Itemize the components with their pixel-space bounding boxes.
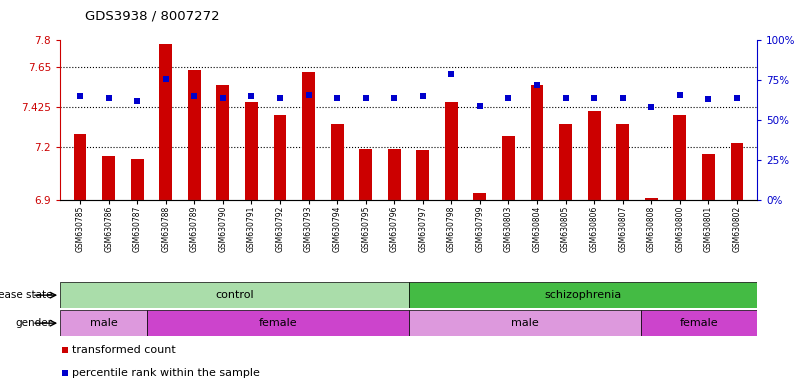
Point — [731, 95, 743, 101]
Bar — [159, 44, 172, 200]
Bar — [530, 84, 543, 200]
Bar — [674, 115, 686, 200]
Bar — [274, 115, 287, 200]
Text: female: female — [259, 318, 297, 328]
Bar — [245, 103, 258, 200]
Point — [103, 95, 115, 101]
Text: GDS3938 / 8007272: GDS3938 / 8007272 — [85, 10, 219, 23]
Point — [274, 95, 287, 101]
Point — [360, 95, 372, 101]
Bar — [645, 199, 658, 200]
Point — [74, 93, 87, 99]
Point — [559, 95, 572, 101]
Text: gender: gender — [15, 318, 52, 328]
Bar — [731, 143, 743, 200]
Bar — [473, 193, 486, 200]
Bar — [331, 124, 344, 200]
Point — [588, 95, 601, 101]
Bar — [502, 136, 515, 200]
Bar — [147, 310, 409, 336]
Point — [616, 95, 629, 101]
Bar — [409, 282, 757, 308]
Bar — [409, 310, 641, 336]
Text: disease state: disease state — [0, 290, 52, 300]
Point — [530, 82, 543, 88]
Bar — [60, 310, 147, 336]
Point — [645, 104, 658, 111]
Bar — [641, 310, 757, 336]
Point — [302, 91, 315, 98]
Text: transformed count: transformed count — [72, 345, 175, 355]
Bar — [216, 84, 229, 200]
Text: female: female — [679, 318, 718, 328]
Bar — [60, 282, 409, 308]
Point — [131, 98, 143, 104]
Point — [417, 93, 429, 99]
Text: schizophrenia: schizophrenia — [544, 290, 622, 300]
Bar — [417, 151, 429, 200]
Point — [445, 71, 457, 77]
Bar — [616, 124, 629, 200]
Bar — [103, 156, 115, 200]
Bar — [445, 103, 458, 200]
Bar — [302, 72, 315, 200]
Point — [502, 95, 515, 101]
Bar — [588, 111, 601, 200]
Point — [331, 95, 344, 101]
Bar — [188, 70, 201, 200]
Bar — [359, 149, 372, 200]
Point — [245, 93, 258, 99]
Point — [674, 91, 686, 98]
Point — [702, 96, 714, 103]
Text: male: male — [511, 318, 538, 328]
Text: control: control — [215, 290, 254, 300]
Bar — [131, 159, 143, 200]
Point — [388, 95, 400, 101]
Point — [473, 103, 486, 109]
Point — [188, 93, 201, 99]
Text: percentile rank within the sample: percentile rank within the sample — [72, 367, 260, 377]
Bar — [74, 134, 87, 200]
Bar — [388, 149, 400, 200]
Point — [216, 95, 229, 101]
Bar — [559, 124, 572, 200]
Point — [159, 76, 172, 82]
Bar — [702, 154, 714, 200]
Text: male: male — [90, 318, 118, 328]
